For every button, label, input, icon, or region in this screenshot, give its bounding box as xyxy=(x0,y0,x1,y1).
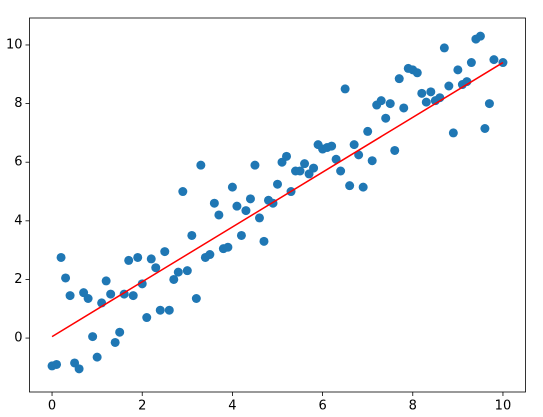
point xyxy=(214,210,224,220)
y-tick-label: 2 xyxy=(14,272,22,287)
point xyxy=(453,65,463,75)
point xyxy=(137,279,147,289)
point xyxy=(439,43,449,53)
point xyxy=(345,181,355,191)
point xyxy=(209,198,219,208)
point xyxy=(241,206,251,216)
fit-line xyxy=(51,61,504,338)
point xyxy=(187,230,197,240)
point xyxy=(164,305,174,315)
point xyxy=(133,252,143,262)
point xyxy=(273,179,282,189)
point xyxy=(254,213,264,223)
point xyxy=(376,96,386,106)
point xyxy=(155,305,165,315)
point xyxy=(282,151,292,161)
point xyxy=(475,31,485,41)
point xyxy=(232,201,242,211)
point xyxy=(444,81,454,91)
point xyxy=(417,88,427,98)
point xyxy=(331,154,341,164)
point xyxy=(191,294,201,303)
point xyxy=(223,242,233,252)
point xyxy=(173,267,183,277)
y-tick-label: 10 xyxy=(6,37,23,52)
point xyxy=(358,182,368,192)
point xyxy=(421,97,431,107)
point xyxy=(52,359,62,369)
point xyxy=(142,313,152,323)
point xyxy=(390,145,400,155)
point xyxy=(489,55,499,65)
point xyxy=(178,187,188,197)
point xyxy=(480,124,490,133)
point xyxy=(106,289,116,299)
point xyxy=(160,247,170,257)
point xyxy=(412,68,422,78)
point xyxy=(151,263,161,273)
x-tick-label: 4 xyxy=(228,399,236,414)
x-tick-label: 0 xyxy=(48,399,56,414)
y-tick-label: 8 xyxy=(14,96,22,111)
point xyxy=(146,254,156,264)
point xyxy=(124,255,134,265)
x-tick-label: 6 xyxy=(318,399,326,414)
point xyxy=(245,194,255,204)
y-tick-label: 4 xyxy=(14,213,22,228)
point xyxy=(259,236,269,246)
point xyxy=(363,126,373,136)
x-tick-label: 10 xyxy=(495,399,512,414)
y-tick-label: 6 xyxy=(14,155,22,170)
x-tick-label: 8 xyxy=(409,399,417,414)
point xyxy=(56,252,66,262)
point xyxy=(309,163,319,173)
point xyxy=(399,103,409,113)
point xyxy=(336,166,346,176)
point xyxy=(115,327,125,337)
point xyxy=(205,250,215,260)
point xyxy=(354,150,364,160)
point xyxy=(65,291,75,301)
point xyxy=(448,128,458,138)
y-tick-label: 0 xyxy=(14,331,22,346)
point xyxy=(128,291,138,301)
point xyxy=(83,294,93,303)
point xyxy=(367,156,377,166)
point xyxy=(385,99,395,109)
point xyxy=(182,266,192,276)
point xyxy=(394,74,404,84)
point xyxy=(295,166,305,176)
point xyxy=(88,332,98,342)
point xyxy=(426,87,436,97)
point xyxy=(236,230,246,240)
point xyxy=(169,274,179,284)
point xyxy=(227,182,237,192)
point xyxy=(250,160,260,170)
point xyxy=(484,99,494,109)
point xyxy=(340,84,350,94)
point xyxy=(466,58,476,68)
point xyxy=(349,140,359,150)
point xyxy=(381,113,391,123)
point xyxy=(74,364,84,374)
x-tick-label: 2 xyxy=(138,399,146,414)
point xyxy=(300,159,310,169)
point xyxy=(110,337,120,347)
point xyxy=(101,276,111,286)
point xyxy=(61,273,71,283)
point xyxy=(196,160,206,170)
point xyxy=(92,352,102,362)
point xyxy=(327,141,337,151)
plot-frame xyxy=(29,17,526,393)
